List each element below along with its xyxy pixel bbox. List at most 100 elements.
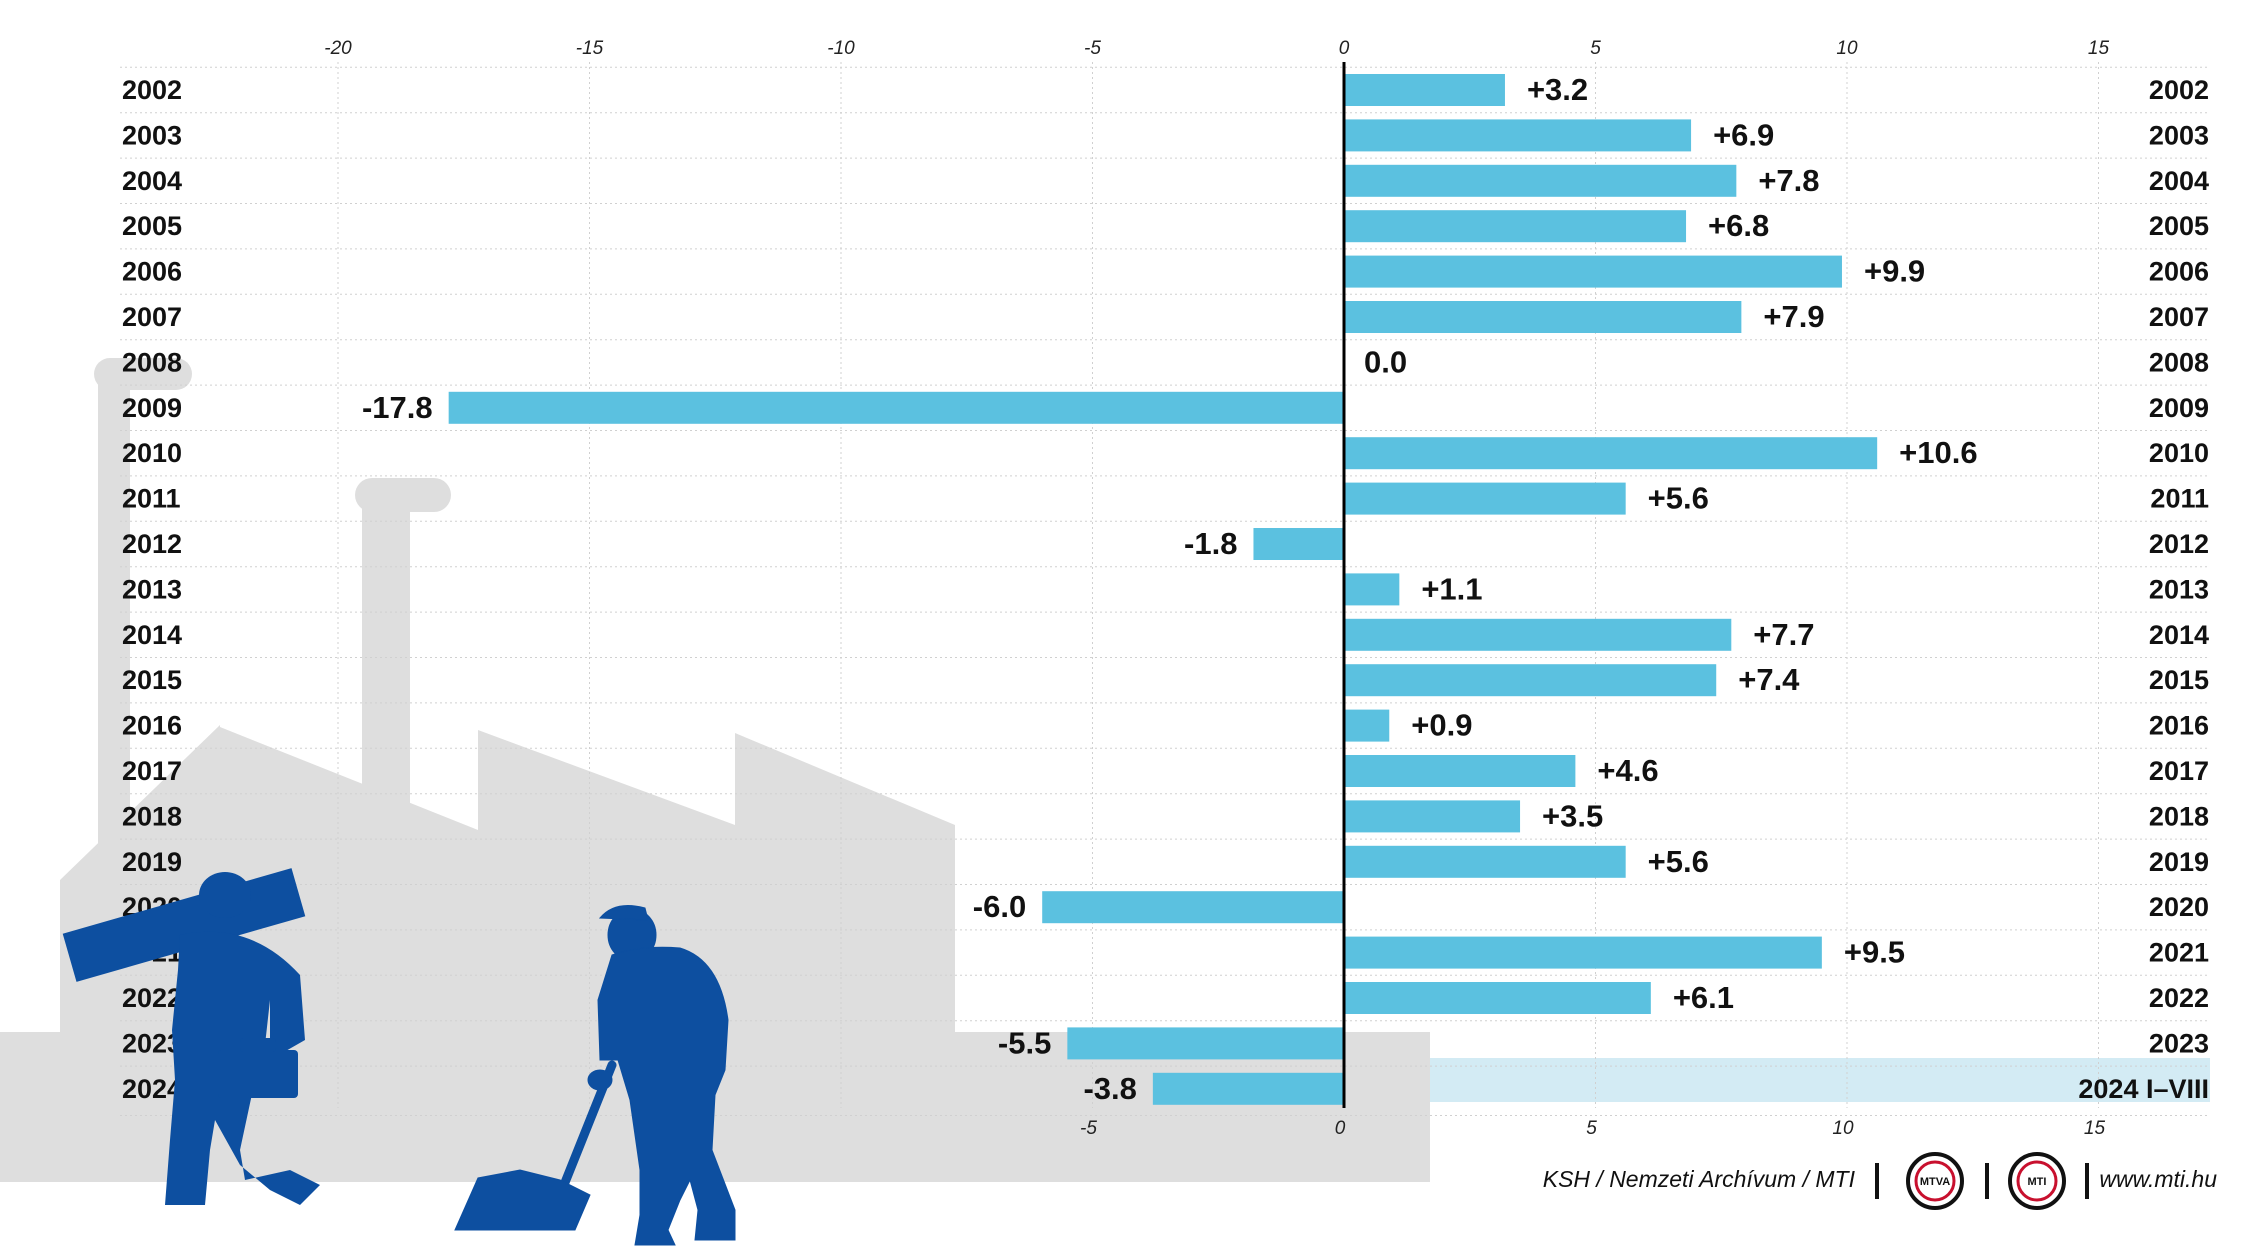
year-label-left: 2022 <box>122 983 182 1013</box>
bar-2013 <box>1344 573 1400 606</box>
website-url[interactable]: www.mti.hu <box>2099 1166 2217 1192</box>
mtva-logo-text: MTVA <box>1920 1176 1950 1188</box>
year-label-left: 2015 <box>122 665 182 695</box>
year-label-right: 2022 <box>2149 983 2209 1013</box>
year-label-left: 2009 <box>122 393 182 423</box>
bar-2009 <box>448 391 1344 424</box>
year-label-right: 2017 <box>2149 756 2209 786</box>
year-label-right: 2015 <box>2149 665 2209 695</box>
bar-2006 <box>1344 255 1842 288</box>
year-label-left: 2023 <box>122 1028 182 1058</box>
bar-2004 <box>1344 164 1737 197</box>
year-label-left: 2005 <box>122 211 182 241</box>
year-label-right: 2003 <box>2149 120 2209 150</box>
bar-2015 <box>1344 664 1717 697</box>
bar-2010 <box>1344 437 1878 470</box>
year-label-left: 2007 <box>122 302 182 332</box>
bars <box>448 74 1878 1105</box>
value-label-2023: -5.5 <box>998 1025 1051 1060</box>
tick-label-top: -5 <box>1084 38 1101 59</box>
year-label-right: 2024 I–VIII <box>2078 1074 2209 1104</box>
value-label-2017: +4.6 <box>1597 753 1658 788</box>
year-label-left: 2010 <box>122 438 182 468</box>
worker-sweeping-icon <box>454 905 736 1246</box>
value-label-2013: +1.1 <box>1421 571 1482 606</box>
value-label-2019: +5.6 <box>1648 844 1709 879</box>
year-label-left: 2018 <box>122 801 182 831</box>
year-label-right: 2018 <box>2149 801 2209 831</box>
year-label-left: 2006 <box>122 257 182 287</box>
year-label-left: 2002 <box>122 75 182 105</box>
tick-label-top: 5 <box>1590 38 1601 59</box>
bar-2002 <box>1344 74 1505 106</box>
year-label-left: 2013 <box>122 574 182 604</box>
year-label-right: 2009 <box>2149 393 2209 423</box>
year-label-right: 2006 <box>2149 257 2209 287</box>
worker-carrying-beam-icon <box>62 868 320 1205</box>
tick-label-top: -20 <box>324 38 352 59</box>
value-label-2005: +6.8 <box>1708 208 1769 243</box>
bar-2016 <box>1344 709 1390 742</box>
tick-label-top: 15 <box>2088 38 2110 59</box>
value-label-2020: -6.0 <box>973 889 1026 924</box>
bar-2024 <box>1152 1072 1344 1105</box>
year-label-right: 2019 <box>2149 847 2209 877</box>
year-label-left: 2016 <box>122 711 182 741</box>
value-label-2004: +7.8 <box>1758 163 1819 198</box>
value-label-2007: +7.9 <box>1763 299 1824 334</box>
year-label-right: 2021 <box>2149 938 2209 968</box>
mti-logo: MTI <box>2008 1152 2066 1210</box>
bar-2014 <box>1344 618 1732 651</box>
value-label-2006: +9.9 <box>1864 254 1925 289</box>
bar-2023 <box>1067 1027 1344 1060</box>
tick-label-bottom: 10 <box>1832 1118 1854 1139</box>
year-label-right: 2008 <box>2149 347 2209 377</box>
tick-label-top: 0 <box>1339 38 1350 59</box>
year-label-right: 2012 <box>2149 529 2209 559</box>
value-label-2015: +7.4 <box>1738 662 1800 697</box>
value-label-2009: -17.8 <box>362 390 433 425</box>
year-label-left: 2004 <box>122 166 182 196</box>
year-label-left: 2019 <box>122 847 182 877</box>
bar-2022 <box>1344 982 1651 1014</box>
year-label-right: 2010 <box>2149 438 2209 468</box>
footer: KSH / Nemzeti Archívum / MTI MTVA MTI ww… <box>1543 1152 2217 1210</box>
year-label-right: 2016 <box>2149 711 2209 741</box>
year-label-right: 2013 <box>2149 574 2209 604</box>
value-label-2014: +7.7 <box>1753 617 1814 652</box>
year-label-right: 2014 <box>2149 620 2209 650</box>
value-label-2021: +9.5 <box>1844 935 1905 970</box>
bar-2003 <box>1344 119 1692 152</box>
bar-2005 <box>1344 210 1687 243</box>
year-label-right: 2007 <box>2149 302 2209 332</box>
tick-label-top: -10 <box>827 38 855 59</box>
value-label-2008: 0.0 <box>1364 344 1407 379</box>
bar-2019 <box>1344 845 1626 878</box>
bar-2021 <box>1344 936 1822 969</box>
year-label-right: 2004 <box>2149 166 2209 196</box>
tick-label-top: -15 <box>576 38 604 59</box>
value-label-2016: +0.9 <box>1411 708 1472 743</box>
mti-logo-text: MTI <box>2028 1176 2047 1188</box>
year-label-right: 2023 <box>2149 1028 2209 1058</box>
value-label-2002: +3.2 <box>1527 72 1588 107</box>
year-label-left: 2017 <box>122 756 182 786</box>
tick-label-top: 10 <box>1836 38 1858 59</box>
tick-label-bottom: 15 <box>2084 1118 2106 1139</box>
bar-2007 <box>1344 301 1742 333</box>
value-label-2010: +10.6 <box>1899 435 1977 470</box>
year-label-left: 2003 <box>122 120 182 150</box>
tick-label-bottom: -5 <box>1080 1118 1097 1139</box>
value-label-2018: +3.5 <box>1542 798 1603 833</box>
year-label-left: 2024 <box>122 1074 182 1104</box>
year-label-right: 2011 <box>2150 484 2209 514</box>
labels: +3.2 2002 2002 +6.9 2003 2003 +7.8 2004 2004 +6.8… <box>122 72 2209 1106</box>
value-label-2024: -3.8 <box>1083 1071 1136 1106</box>
tick-label-bottom: 5 <box>1586 1118 1597 1139</box>
ticks: -20 -15 -10 -5 0 5 10 15 -5 0 5 10 15 <box>324 38 2109 1139</box>
value-label-2011: +5.6 <box>1648 481 1709 516</box>
bar-2011 <box>1344 482 1626 515</box>
year-label-right: 2005 <box>2149 211 2209 241</box>
bar-2018 <box>1344 800 1521 833</box>
